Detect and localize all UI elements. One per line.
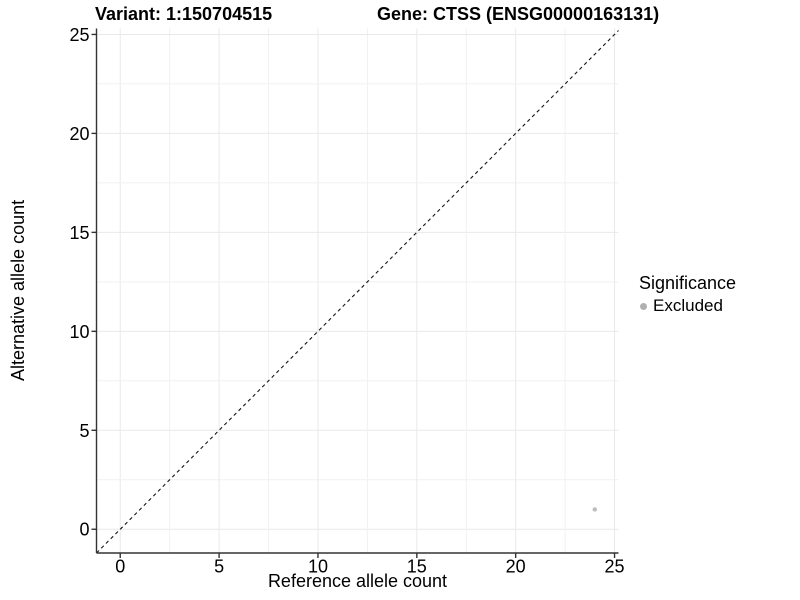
y-tick-label: 15 xyxy=(69,223,89,243)
y-tick-label: 25 xyxy=(69,25,89,45)
y-tick-label: 0 xyxy=(79,520,89,540)
legend-title: Significance xyxy=(639,273,737,293)
legend-item-excluded: Excluded xyxy=(639,296,736,316)
y-tick-label: 20 xyxy=(69,124,89,144)
y-tick-label: 5 xyxy=(79,421,89,441)
legend-item-label: Excluded xyxy=(653,296,723,315)
data-point xyxy=(592,507,597,512)
y-tick-label: 10 xyxy=(69,322,89,342)
plot-title-gene: Gene: CTSS (ENSG00000163131) xyxy=(377,4,660,24)
x-tick-label: 20 xyxy=(506,557,526,577)
legend-point-icon xyxy=(640,302,647,310)
x-tick-label: 5 xyxy=(214,557,224,577)
plot-title-variant: Variant: 1:150704515 xyxy=(95,4,273,24)
x-axis-title: Reference allele count xyxy=(267,571,448,591)
x-tick-label: 15 xyxy=(407,557,427,577)
x-tick-label: 0 xyxy=(115,557,125,577)
x-tick-label: 10 xyxy=(308,557,328,577)
identity-reference-line xyxy=(96,30,619,554)
y-axis-title: Alternative allele count xyxy=(8,199,28,382)
legend: Significance Excluded xyxy=(639,272,736,316)
x-tick-label: 25 xyxy=(605,557,625,577)
